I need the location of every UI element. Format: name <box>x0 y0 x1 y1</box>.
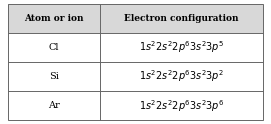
Text: Atom or ion: Atom or ion <box>24 14 84 23</box>
Text: Cl: Cl <box>49 43 59 52</box>
Bar <box>100 91 263 120</box>
Text: Ar: Ar <box>48 101 60 110</box>
Text: Si: Si <box>49 72 59 81</box>
Bar <box>100 62 263 91</box>
Bar <box>8 91 100 120</box>
Bar <box>100 33 263 62</box>
Text: $1s^22s^22p^63s^23p^6$: $1s^22s^22p^63s^23p^6$ <box>138 98 224 114</box>
Bar <box>8 33 100 62</box>
Bar <box>100 4 263 33</box>
Text: Electron configuration: Electron configuration <box>124 14 238 23</box>
Text: $1s^22s^22p^63s^23p^2$: $1s^22s^22p^63s^23p^2$ <box>139 69 224 84</box>
Bar <box>8 62 100 91</box>
Bar <box>8 4 100 33</box>
Text: $1s^22s^22p^63s^23p^5$: $1s^22s^22p^63s^23p^5$ <box>139 40 224 55</box>
